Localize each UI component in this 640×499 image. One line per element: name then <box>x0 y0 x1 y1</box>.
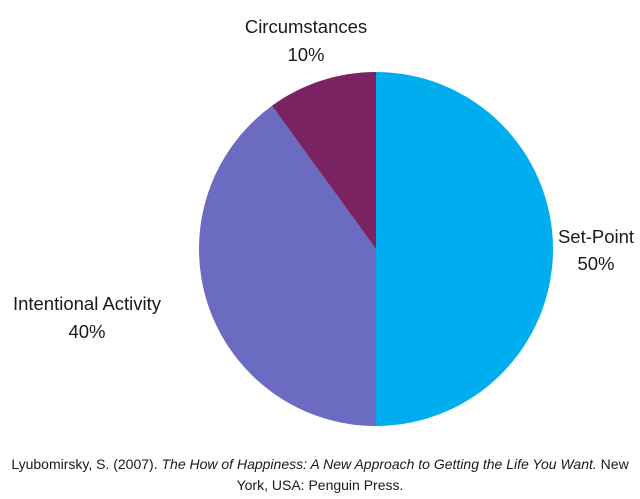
pie-slice-circumstances <box>271 72 376 249</box>
slice-label-value: 10% <box>287 44 324 65</box>
slice-label-name: Set-Point <box>558 226 634 247</box>
slice-label-name: Intentional Activity <box>13 293 162 314</box>
citation-title: The How of Happiness: A New Approach to … <box>161 456 597 472</box>
slice-labels: Set-Point 50% Intentional Activity 40% Circu… <box>13 16 634 342</box>
citation-publisher: New York, USA: Penguin Press. <box>236 456 629 493</box>
citation-authors: Lyubomirsky, S. (2007). <box>11 456 162 472</box>
pie-slices <box>198 72 553 427</box>
slice-label-value: 50% <box>577 253 614 274</box>
slice-label-value: 40% <box>68 321 105 342</box>
slice-label-name: Circumstances <box>245 16 367 37</box>
pie-slice-intentional-activity <box>198 105 376 427</box>
pie-slice-set-point <box>376 72 553 426</box>
citation: Lyubomirsky, S. (2007). The How of Happi… <box>10 454 630 496</box>
